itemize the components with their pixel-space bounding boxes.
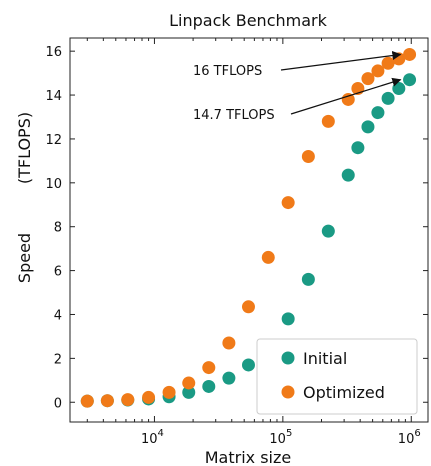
data-point-initial bbox=[341, 168, 355, 182]
data-point-initial bbox=[202, 379, 216, 393]
plot-frame bbox=[69, 37, 429, 423]
data-point-optimized bbox=[403, 47, 417, 61]
legend: Initial Optimized bbox=[256, 338, 418, 415]
y-tick-label: 8 bbox=[54, 221, 62, 236]
annotation-label: 14.7 TFLOPS bbox=[193, 108, 275, 123]
y-tick-label: 2 bbox=[54, 352, 62, 367]
annotation-arrow bbox=[290, 77, 402, 115]
data-point-initial bbox=[241, 358, 255, 372]
x-tick-label: 104 bbox=[141, 428, 164, 447]
data-point-optimized bbox=[301, 149, 315, 163]
data-point-optimized bbox=[261, 250, 275, 264]
x-tick-label: 105 bbox=[269, 428, 292, 447]
y-axis-label: Speed (TFLOPS) bbox=[15, 112, 34, 283]
data-point-initial bbox=[371, 106, 385, 120]
data-point-initial bbox=[351, 141, 365, 155]
data-point-optimized bbox=[381, 56, 395, 70]
x-tick-label-base: 10 bbox=[269, 432, 286, 447]
data-point-optimized bbox=[361, 72, 375, 86]
y-tick-label: 10 bbox=[45, 177, 62, 192]
x-tick-label-exponent: 4 bbox=[158, 428, 164, 439]
x-tick-label-exponent: 5 bbox=[286, 428, 292, 439]
data-point-initial bbox=[222, 371, 236, 385]
y-tick-label: 0 bbox=[54, 396, 62, 411]
y-axis-label-unit: (TFLOPS) bbox=[15, 112, 34, 184]
y-axis-label-main: Speed bbox=[15, 233, 34, 283]
legend-marker-initial bbox=[281, 351, 295, 365]
data-point-optimized bbox=[202, 361, 216, 375]
annotation-arrow bbox=[280, 51, 402, 71]
legend-marker-optimized bbox=[281, 385, 295, 399]
data-point-optimized bbox=[371, 64, 385, 78]
data-point-initial bbox=[381, 91, 395, 105]
series-optimized bbox=[80, 47, 417, 408]
x-tick-label-base: 10 bbox=[141, 432, 158, 447]
x-axis-label: Matrix size bbox=[205, 448, 291, 466]
data-point-optimized bbox=[241, 300, 255, 314]
legend-label-optimized: Optimized bbox=[303, 383, 385, 402]
y-tick-label: 12 bbox=[45, 133, 62, 148]
x-tick-label-base: 10 bbox=[398, 432, 415, 447]
data-point-initial bbox=[281, 312, 295, 326]
data-point-optimized bbox=[321, 114, 335, 128]
y-tick-label: 16 bbox=[45, 45, 62, 60]
legend-box bbox=[256, 338, 418, 415]
data-point-initial bbox=[403, 73, 417, 87]
data-point-initial bbox=[182, 385, 196, 399]
chart-title: Linpack Benchmark bbox=[169, 11, 327, 30]
data-point-optimized bbox=[142, 390, 156, 404]
data-point-optimized bbox=[121, 393, 135, 407]
data-point-initial bbox=[392, 81, 406, 95]
y-tick-label: 4 bbox=[54, 308, 62, 323]
data-point-optimized bbox=[182, 376, 196, 390]
data-point-optimized bbox=[222, 336, 236, 350]
legend-label-initial: Initial bbox=[303, 349, 347, 368]
data-point-initial bbox=[301, 272, 315, 286]
data-point-optimized bbox=[281, 196, 295, 210]
x-tick-label: 106 bbox=[398, 428, 421, 447]
data-point-initial bbox=[321, 224, 335, 238]
data-point-optimized bbox=[80, 394, 94, 408]
y-tick-label: 6 bbox=[54, 265, 62, 280]
annotation-label: 16 TFLOPS bbox=[193, 64, 262, 79]
data-point-optimized bbox=[100, 394, 114, 408]
data-point-optimized bbox=[162, 385, 176, 399]
data-point-optimized bbox=[341, 92, 355, 106]
x-tick-label-exponent: 6 bbox=[414, 428, 420, 439]
data-point-initial bbox=[361, 120, 375, 134]
y-tick-label: 14 bbox=[45, 89, 62, 104]
